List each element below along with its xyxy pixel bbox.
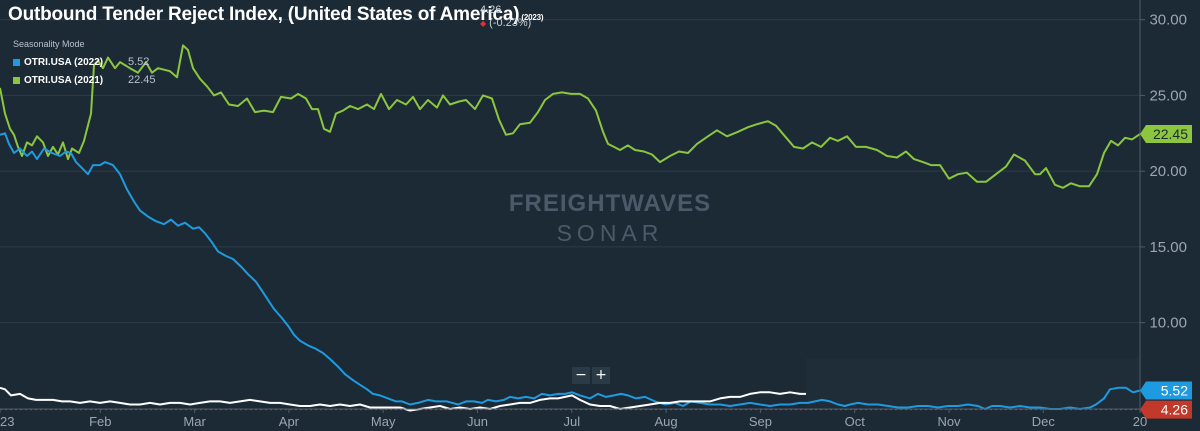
watermark-top-text: FREIGHTWAVES: [508, 190, 712, 217]
series-line-otri-usa-2023-: [0, 386, 806, 412]
down-triangle-icon: ◆: [480, 19, 487, 28]
legend-swatch-2021: [13, 76, 20, 84]
x-tick-label: 20: [1133, 414, 1147, 429]
x-tick-label: Aug: [655, 414, 678, 429]
legend: OTRI.USA (2022) 5.52 OTRI.USA (2021) 22.…: [13, 53, 156, 89]
legend-value: 5.52: [128, 56, 150, 68]
watermark: FREIGHTWAVES SONAR: [0, 190, 1200, 247]
legend-swatch-2022: [13, 58, 20, 66]
title-year: (2023): [521, 13, 544, 22]
x-tick-label: Jul: [563, 414, 580, 429]
x-tick-label: Mar: [183, 414, 206, 429]
y-tick-label: 20.00: [1149, 163, 1187, 180]
end-badge-label: 4.26: [1161, 402, 1188, 418]
zoom-out-button[interactable]: −: [572, 367, 590, 384]
y-tick-label: 10.00: [1149, 315, 1187, 332]
end-value-badges: 22.45 5.52 4.26: [1140, 125, 1192, 419]
series-lines: [0, 44, 1141, 412]
grid-lines: [0, 19, 1140, 411]
title-text: Outbound Tender Reject Index, (United St…: [8, 4, 520, 25]
zoom-in-button[interactable]: +: [592, 367, 610, 384]
x-tick-label: 23: [0, 414, 14, 429]
series-line-otri-usa-2021-: [0, 44, 1141, 189]
x-tick-label: Oct: [845, 414, 866, 429]
x-tick-label: Apr: [279, 414, 300, 429]
end-badge: [1140, 125, 1192, 144]
last-value: 4.26: [480, 4, 502, 16]
last-change: (-0.23%): [489, 17, 532, 29]
seasonality-mode-label: Seasonality Mode: [13, 39, 85, 49]
watermark-top: FREIGHTWAVES: [0, 190, 1200, 218]
end-badge: [1140, 400, 1192, 419]
y-axis: 10.00 15.00 20.00 25.00 30.00: [1140, 12, 1187, 332]
chart-title: Outbound Tender Reject Index, (United St…: [8, 4, 544, 26]
x-tick-label: Jun: [467, 414, 488, 429]
end-badge-label: 5.52: [1161, 383, 1188, 399]
x-tick-label: Dec: [1032, 414, 1056, 429]
x-tick-label: Feb: [89, 414, 111, 429]
x-axis: 23 Feb Mar Apr May Jun Jul Aug Sep Oct Nov Dec 20: [0, 409, 1147, 429]
y-tick-label: 30.00: [1149, 12, 1187, 29]
end-badge-label: 22.45: [1153, 126, 1188, 142]
x-tick-label: May: [371, 414, 396, 429]
watermark-bottom: SONAR: [556, 220, 664, 246]
zoom-controls: − +: [572, 367, 610, 384]
end-badge: [1140, 381, 1192, 400]
future-shade: [806, 358, 1140, 409]
legend-item-2022[interactable]: OTRI.USA (2022) 5.52: [13, 53, 156, 71]
last-value-block: 4.26 ◆ (-0.23%): [480, 4, 531, 30]
series-line-otri-usa-2022-: [0, 132, 1141, 410]
y-tick-label: 15.00: [1149, 239, 1187, 256]
x-tick-label: Sep: [749, 414, 772, 429]
x-tick-label: Nov: [937, 414, 961, 429]
legend-label: OTRI.USA (2022): [24, 56, 104, 68]
legend-value: 22.45: [128, 74, 156, 86]
legend-label: OTRI.USA (2021): [24, 74, 104, 86]
last-change-row: ◆ (-0.23%): [480, 17, 531, 30]
y-tick-label: 25.00: [1149, 87, 1187, 104]
legend-item-2021[interactable]: OTRI.USA (2021) 22.45: [13, 71, 156, 89]
